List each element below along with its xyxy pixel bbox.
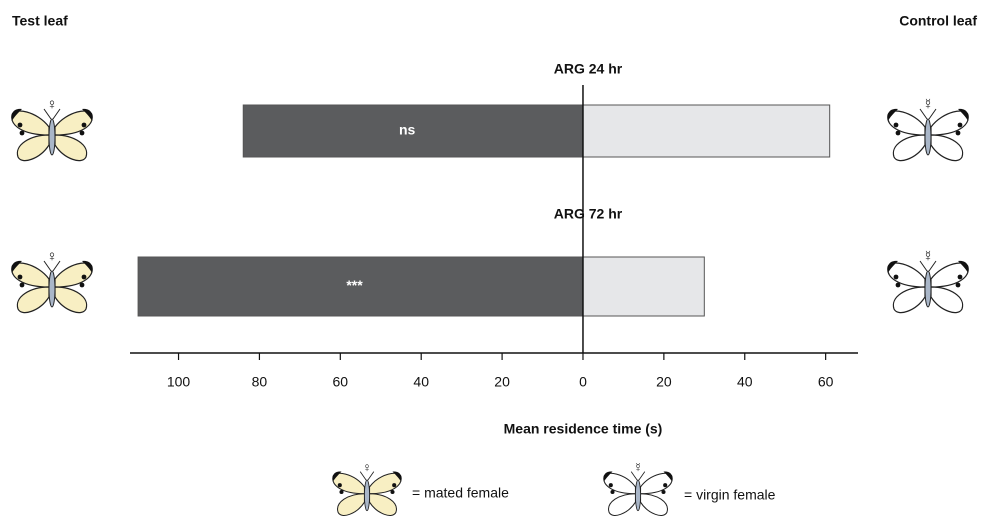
wing bbox=[333, 473, 365, 493]
wing bbox=[604, 473, 636, 493]
wing-spot bbox=[82, 123, 87, 128]
wing bbox=[893, 287, 925, 313]
body bbox=[925, 119, 931, 155]
x-axis-label: Mean residence time (s) bbox=[504, 421, 663, 437]
sex-symbol: ☿ bbox=[922, 96, 933, 113]
butterfly-icon: ♀ bbox=[333, 460, 402, 516]
wing-spot bbox=[20, 283, 25, 288]
wing bbox=[55, 111, 92, 135]
legend-label: = virgin female bbox=[684, 487, 776, 503]
wing bbox=[888, 263, 925, 287]
x-tick-label: 20 bbox=[656, 374, 672, 390]
body bbox=[925, 271, 931, 307]
wing-spot bbox=[894, 123, 899, 128]
wing bbox=[370, 494, 397, 516]
butterfly-icon: ♀ bbox=[11, 248, 92, 313]
wing-spot bbox=[20, 131, 25, 136]
butterfly-icon: ☿ bbox=[887, 96, 968, 161]
wing bbox=[641, 494, 668, 516]
wing-spot bbox=[956, 283, 961, 288]
wing bbox=[609, 494, 636, 516]
body bbox=[49, 119, 55, 155]
wing-spot bbox=[82, 275, 87, 280]
wing bbox=[641, 473, 673, 493]
wing-spot bbox=[610, 490, 614, 494]
wing-spot bbox=[896, 283, 901, 288]
wing-spot bbox=[18, 123, 23, 128]
wing bbox=[931, 287, 963, 313]
wing-spot bbox=[80, 283, 85, 288]
x-tick-label: 40 bbox=[737, 374, 753, 390]
wing-spot bbox=[894, 275, 899, 280]
x-tick-label: 100 bbox=[167, 374, 191, 390]
bar bbox=[583, 257, 704, 316]
category-label: ARG 72 hr bbox=[554, 206, 623, 222]
wing-spot bbox=[958, 275, 963, 280]
wing-spot bbox=[339, 490, 343, 494]
body bbox=[49, 271, 55, 307]
body bbox=[364, 480, 369, 511]
wing-spot bbox=[609, 483, 613, 487]
wing-spot bbox=[663, 483, 667, 487]
wing bbox=[55, 287, 87, 313]
x-tick-label: 60 bbox=[333, 374, 349, 390]
bar bbox=[583, 105, 830, 157]
wing bbox=[893, 135, 925, 161]
wing bbox=[12, 263, 49, 287]
x-tick-label: 40 bbox=[413, 374, 429, 390]
wing bbox=[931, 135, 963, 161]
sex-symbol: ♀ bbox=[46, 248, 57, 265]
butterfly-icon: ☿ bbox=[887, 248, 968, 313]
wing bbox=[931, 111, 968, 135]
x-tick-label: 20 bbox=[494, 374, 510, 390]
x-tick-label: 60 bbox=[818, 374, 834, 390]
annotation: ns bbox=[399, 122, 416, 138]
annotation: *** bbox=[346, 277, 363, 293]
wing bbox=[888, 111, 925, 135]
x-tick-label: 0 bbox=[579, 374, 587, 390]
wing bbox=[17, 287, 49, 313]
wing bbox=[55, 135, 87, 161]
sex-symbol: ☿ bbox=[633, 460, 643, 475]
wing-spot bbox=[392, 483, 396, 487]
butterfly-icon: ☿ bbox=[604, 460, 673, 516]
wing bbox=[17, 135, 49, 161]
control-leaf-header: Control leaf bbox=[899, 13, 977, 29]
wing-spot bbox=[958, 123, 963, 128]
wing bbox=[370, 473, 402, 493]
butterfly-icon: ♀ bbox=[11, 96, 92, 161]
wing bbox=[931, 263, 968, 287]
x-tick-label: 80 bbox=[252, 374, 268, 390]
wing bbox=[12, 111, 49, 135]
legend-label: = mated female bbox=[412, 485, 509, 501]
wing-spot bbox=[896, 131, 901, 136]
chart: Test leaf Control leaf Mean residence ti… bbox=[0, 0, 983, 519]
wing-spot bbox=[390, 490, 394, 494]
sex-symbol: ♀ bbox=[362, 460, 372, 475]
wing-spot bbox=[338, 483, 342, 487]
body bbox=[635, 480, 640, 511]
wing-spot bbox=[18, 275, 23, 280]
sex-symbol: ♀ bbox=[46, 96, 57, 113]
category-label: ARG 24 hr bbox=[554, 61, 623, 77]
sex-symbol: ☿ bbox=[922, 248, 933, 265]
wing-spot bbox=[956, 131, 961, 136]
wing-spot bbox=[661, 490, 665, 494]
wing bbox=[55, 263, 92, 287]
test-leaf-header: Test leaf bbox=[12, 13, 68, 29]
wing bbox=[338, 494, 365, 516]
wing-spot bbox=[80, 131, 85, 136]
